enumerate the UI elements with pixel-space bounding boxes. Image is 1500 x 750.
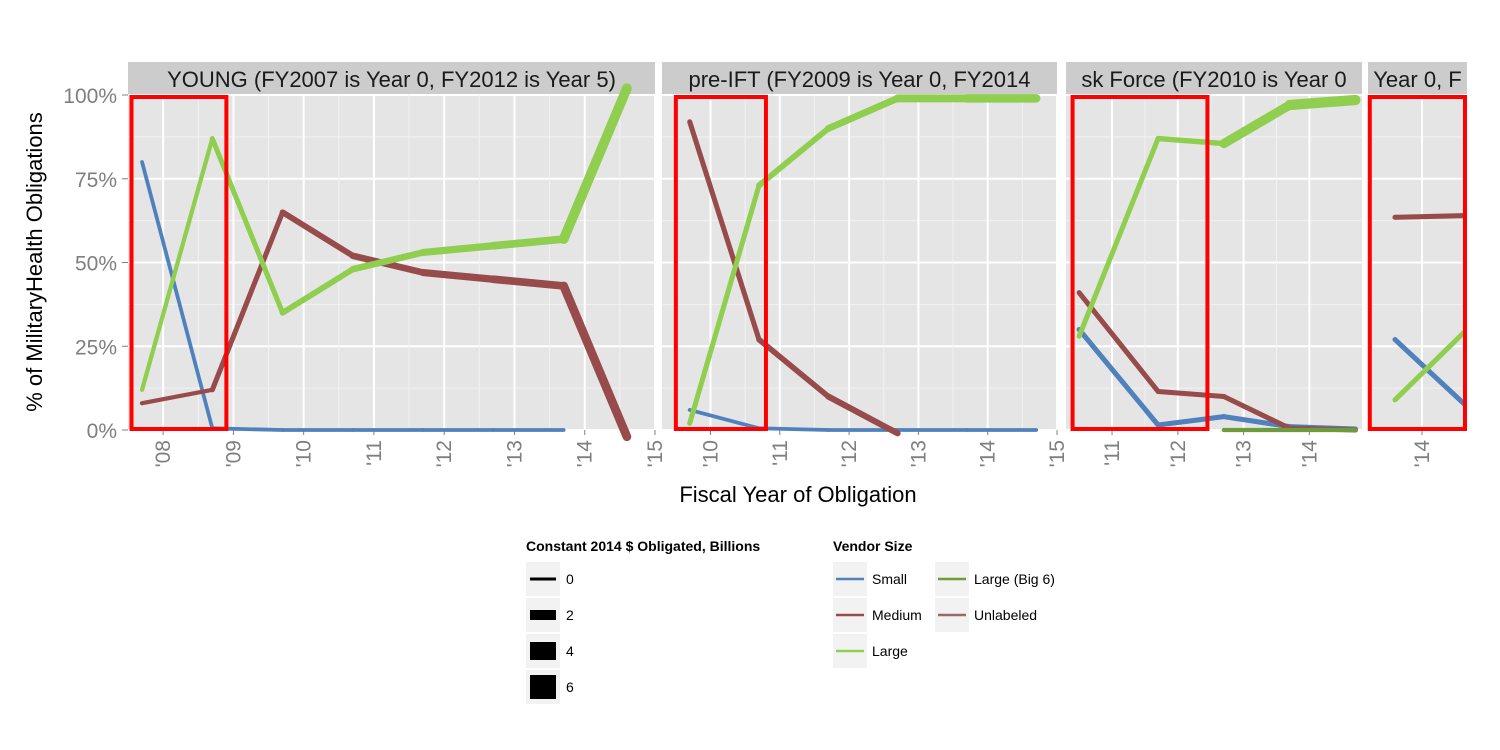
series-line-medium xyxy=(1392,213,1467,220)
series-line-small xyxy=(1076,326,1161,428)
series-line-medium xyxy=(559,281,632,442)
color-legend-label: Small xyxy=(872,571,907,587)
size-legend: Constant 2014 $ Obligated, Billions 0 2 4 6 xyxy=(526,538,760,704)
x-axis-title: Fiscal Year of Obligation xyxy=(679,482,916,507)
color-legend-label: Large (Big 6) xyxy=(974,571,1055,587)
facet-strip xyxy=(1368,62,1467,95)
series-line-medium xyxy=(825,393,901,437)
color-legend-label: Unlabeled xyxy=(974,607,1037,623)
x-tick-label: '13 xyxy=(907,440,930,467)
x-tick-label: '15 xyxy=(644,440,667,467)
y-tick-label: 0% xyxy=(87,420,117,443)
highlight-box xyxy=(1367,95,1468,431)
x-tick-label: '12 xyxy=(433,440,456,467)
series-line-large xyxy=(349,249,427,273)
size-legend-swatch xyxy=(530,577,556,581)
facet-panel: YOUNG (FY2007 is Year 0, FY2012 is Year … xyxy=(128,62,667,467)
series-line-large xyxy=(1155,135,1227,147)
y-axis-title: % of MilitaryHealth Obligations xyxy=(22,112,47,412)
highlight-box xyxy=(1070,95,1210,431)
series-line-medium xyxy=(139,387,215,406)
series-line-medium xyxy=(209,209,286,393)
x-tick-label: '11 xyxy=(769,440,792,466)
highlight-box xyxy=(129,95,229,431)
series-group xyxy=(139,83,632,442)
x-tick-label: '08 xyxy=(152,440,175,467)
series-line-small xyxy=(1155,414,1227,428)
series-line-large xyxy=(1284,94,1361,111)
series-line-medium xyxy=(687,119,762,343)
size-legend-label: 0 xyxy=(566,571,574,587)
x-tick-label: '13 xyxy=(503,440,526,467)
x-tick-label: '11 xyxy=(1101,440,1124,466)
series-line-large xyxy=(489,235,568,250)
y-tick-label: 100% xyxy=(63,85,117,108)
size-legend-label: 2 xyxy=(566,607,574,623)
x-tick-label: '14 xyxy=(574,440,597,468)
facet-panel: pre-IFT (FY2009 is Year 0, FY2014 '10 '11 '… xyxy=(662,62,1069,467)
x-tick-label: '11 xyxy=(363,440,386,466)
facet-strip xyxy=(1066,62,1362,95)
series-line-large xyxy=(279,266,356,316)
x-tick-label: '12 xyxy=(1167,440,1190,467)
color-legend: Vendor Size Small Medium Large Large (Big 6)… xyxy=(833,538,1055,668)
color-legend-label: Medium xyxy=(872,607,922,623)
x-tick-label: '14 xyxy=(1411,440,1434,468)
series-line-small xyxy=(757,426,831,432)
facet-strip-label: sk Force (FY2010 is Year 0 xyxy=(1081,67,1346,92)
series-line-large xyxy=(558,83,632,244)
size-legend-title: Constant 2014 $ Obligated, Billions xyxy=(526,538,760,554)
facet-strip-label: Year 0, F xyxy=(1373,67,1461,92)
series-line-small xyxy=(687,408,761,431)
series-line-large xyxy=(1392,326,1467,403)
series-line-medium xyxy=(279,209,356,259)
facet-panel: sk Force (FY2010 is Year 0 '11 '12 '13 '14 xyxy=(1066,62,1362,467)
series-line-medium xyxy=(489,275,568,290)
facet-strip-label: pre-IFT (FY2009 is Year 0, FY2014 xyxy=(689,67,1031,92)
series-line-medium xyxy=(1221,393,1293,431)
y-tick-label: 25% xyxy=(75,336,117,359)
x-tick-label: '12 xyxy=(838,440,861,467)
size-legend-swatch xyxy=(530,675,556,699)
series-group xyxy=(1392,213,1467,410)
series-group xyxy=(1076,94,1361,433)
size-legend-label: 4 xyxy=(566,643,574,659)
series-line-small xyxy=(1392,337,1467,410)
x-tick-label: '15 xyxy=(1046,440,1069,467)
x-tick-label: '14 xyxy=(1298,440,1321,468)
facet-panel: Year 0, F '14 xyxy=(1367,62,1468,468)
series-line-large xyxy=(756,125,832,189)
series-line-medium xyxy=(419,268,497,283)
x-tick-label: '10 xyxy=(293,440,316,467)
size-legend-swatch xyxy=(530,642,556,660)
series-line-small xyxy=(140,160,215,431)
series-line-medium xyxy=(756,336,832,400)
highlight-box xyxy=(673,95,768,431)
series-line-large xyxy=(419,242,497,257)
series-line-large xyxy=(1219,100,1295,149)
series-line-large xyxy=(209,136,286,316)
facet-strip xyxy=(662,62,1057,95)
facet-strip-label: YOUNG (FY2007 is Year 0, FY2012 is Year … xyxy=(167,67,616,92)
series-group xyxy=(687,94,1041,437)
size-legend-swatch xyxy=(530,610,556,620)
series-line-medium xyxy=(1155,388,1227,400)
series-line-large xyxy=(824,94,902,132)
x-tick-label: '13 xyxy=(1233,440,1256,467)
facet-strip xyxy=(128,62,655,95)
series-line-large xyxy=(687,182,762,426)
x-tick-label: '14 xyxy=(977,440,1000,468)
series-line-large xyxy=(139,136,215,392)
y-tick-label: 50% xyxy=(75,253,117,276)
size-legend-label: 6 xyxy=(566,679,574,695)
x-tick-label: '09 xyxy=(222,440,245,467)
y-tick-label: 75% xyxy=(75,169,117,192)
x-tick-label: '10 xyxy=(700,440,723,467)
color-legend-title: Vendor Size xyxy=(833,538,913,554)
series-line-large xyxy=(1076,136,1161,339)
color-legend-label: Large xyxy=(872,643,908,659)
